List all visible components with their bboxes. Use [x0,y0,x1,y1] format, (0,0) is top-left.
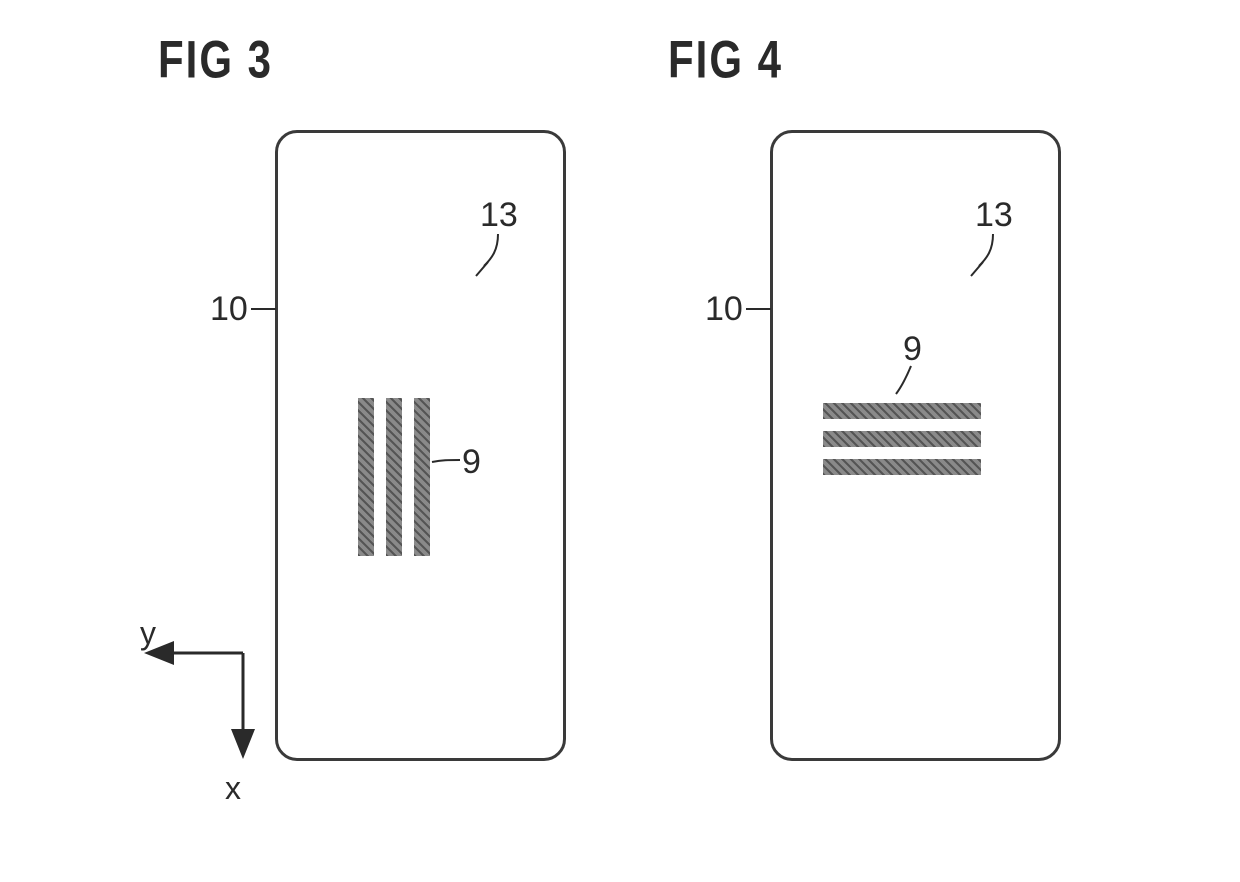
fig4-bar-3 [823,459,981,475]
fig4-label-9: 9 [903,330,922,369]
figure-canvas: FIG 3 FIG 4 13 10 9 13 10 9 [0,0,1240,882]
fig3-bar-3 [414,398,430,556]
fig3-label-9: 9 [462,443,481,482]
fig3-bar-1 [358,398,374,556]
fig4-label-10: 10 [705,290,743,329]
fig3-label-10: 10 [210,290,248,329]
fig3-label-13: 13 [480,196,518,235]
fig3-bar-2 [386,398,402,556]
axis-label-y: y [140,615,156,652]
fig4-bar-1 [823,403,981,419]
fig3-title: FIG 3 [158,30,273,90]
fig4-title: FIG 4 [668,30,783,90]
axis-label-x: x [225,770,241,807]
fig4-bar-2 [823,431,981,447]
fig4-label-13: 13 [975,196,1013,235]
